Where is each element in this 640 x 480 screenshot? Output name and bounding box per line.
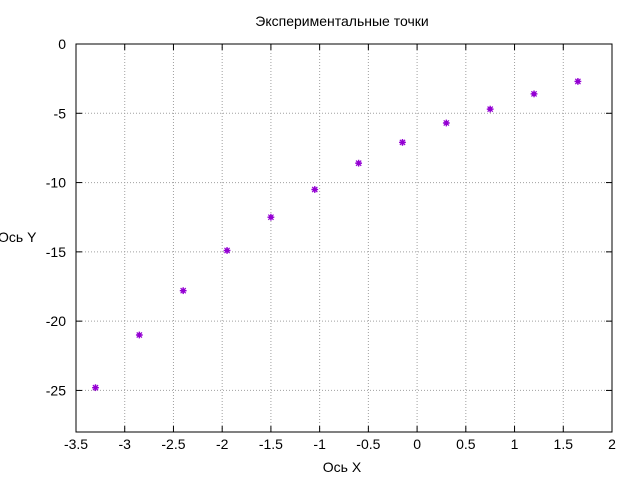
- data-point: [179, 287, 187, 295]
- y-axis-label: Ось Y: [0, 229, 37, 245]
- tick-labels: -3.5 -3 -2.5 -2 -1.5 -1 -0.5 0 0.5 1 1.5 2 0 -5 -10 -15…: [46, 36, 616, 452]
- data-point: [355, 159, 363, 167]
- x-tick-label: 0.5: [456, 436, 476, 452]
- grid: [76, 44, 612, 432]
- y-tick-label: -15: [46, 244, 66, 260]
- y-tick-label: -5: [54, 105, 67, 121]
- x-tick-label: 0: [413, 436, 421, 452]
- data-points: [92, 78, 582, 392]
- data-point: [399, 138, 406, 146]
- x-tick-label: -3: [119, 436, 132, 452]
- plot-border: [75, 43, 613, 433]
- x-tick-label: -1.5: [259, 436, 283, 452]
- y-tick-label: -10: [46, 175, 66, 191]
- data-point: [574, 78, 582, 85]
- x-tick-label: -2.5: [161, 436, 185, 452]
- x-tick-label: -1: [313, 436, 326, 452]
- axes: [75, 43, 613, 433]
- data-point: [223, 247, 231, 254]
- y-tick-label: -20: [46, 313, 66, 329]
- data-point: [311, 186, 319, 193]
- data-point: [135, 331, 143, 339]
- x-tick-label: 1: [511, 436, 519, 452]
- data-point: [92, 384, 99, 392]
- x-tick-label: -3.5: [64, 436, 88, 452]
- x-tick-label: 1.5: [554, 436, 574, 452]
- x-tick-label: -0.5: [356, 436, 380, 452]
- chart-title: Экспериментальные точки: [255, 13, 428, 29]
- y-tick-label: -25: [46, 382, 66, 398]
- x-tick-label: -2: [216, 436, 229, 452]
- x-tick-label: 2: [608, 436, 616, 452]
- x-axis-label: Ось X: [323, 459, 362, 475]
- data-point: [267, 213, 275, 221]
- data-point: [530, 90, 538, 98]
- y-tick-label: 0: [58, 36, 66, 52]
- data-point: [486, 105, 494, 113]
- data-point: [442, 119, 450, 127]
